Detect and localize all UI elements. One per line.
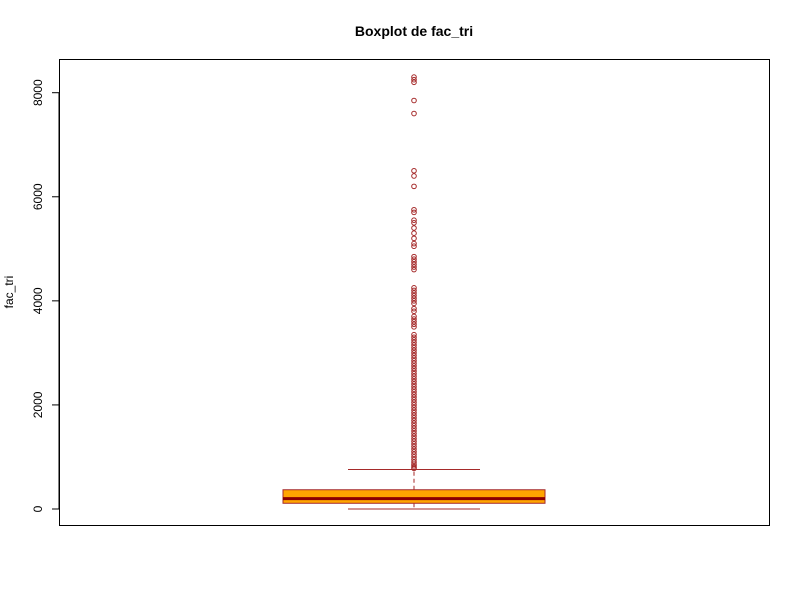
outlier-point <box>411 316 417 322</box>
outlier-point <box>411 240 417 247</box>
outlier-point <box>411 261 417 268</box>
outlier-point <box>411 365 417 372</box>
outlier-point <box>411 456 417 463</box>
outlier-point <box>411 428 417 434</box>
outlier-point <box>411 300 417 307</box>
outlier-point <box>411 459 417 465</box>
outlier-point <box>411 292 417 299</box>
outlier-point <box>411 446 417 452</box>
outlier-point <box>411 378 417 385</box>
outlier-point <box>411 373 417 380</box>
outlier-point <box>411 209 417 216</box>
outlier-point <box>411 206 417 213</box>
outlier-point <box>411 74 417 80</box>
outlier-point <box>411 350 417 356</box>
outlier-point <box>411 412 417 419</box>
outlier-point <box>411 415 417 421</box>
outlier-point <box>411 235 417 242</box>
outlier-point <box>411 396 417 403</box>
outlier-point <box>411 402 417 408</box>
outlier-point <box>411 266 417 273</box>
outlier-point <box>411 430 417 437</box>
outlier-point <box>411 394 417 400</box>
outlier-point <box>411 376 417 382</box>
outlier-points <box>411 74 417 472</box>
outlier-point <box>411 389 417 395</box>
y-tick-label: 6000 <box>31 183 45 210</box>
outlier-point <box>411 347 417 354</box>
outlier-point <box>411 308 417 315</box>
outlier-point <box>411 363 417 369</box>
y-tick-label: 0 <box>31 505 45 512</box>
outlier-point <box>411 321 417 328</box>
outlier-point <box>411 368 417 374</box>
outlier-point <box>411 334 417 341</box>
outlier-point <box>411 183 417 190</box>
chart-title: Boxplot de fac_tri <box>355 23 473 39</box>
y-tick-label: 2000 <box>31 391 45 418</box>
outlier-point <box>411 425 417 432</box>
outlier-point <box>411 441 417 447</box>
outlier-point <box>411 167 417 174</box>
outlier-point <box>411 79 417 86</box>
outlier-point <box>411 219 417 226</box>
outlier-point <box>411 243 417 250</box>
outlier-point <box>411 295 417 302</box>
outlier-point <box>411 399 417 406</box>
outlier-point <box>411 407 417 413</box>
outlier-point <box>411 287 417 294</box>
outlier-point <box>411 324 417 330</box>
outlier-point <box>411 318 417 325</box>
outlier-point <box>411 264 417 270</box>
outlier-point <box>411 298 417 304</box>
outlier-point <box>411 355 417 361</box>
outlier-point <box>411 435 417 442</box>
outlier-point <box>411 381 417 387</box>
outlier-point <box>411 305 417 312</box>
outlier-point <box>411 422 417 429</box>
y-axis-label: fac_tri <box>2 276 16 309</box>
outlier-point <box>411 256 417 263</box>
outlier-point <box>411 391 417 398</box>
iqr-box <box>282 489 546 504</box>
outlier-point <box>411 290 417 296</box>
outlier-point <box>411 331 417 338</box>
outlier-point <box>411 454 417 460</box>
outlier-point <box>411 352 417 359</box>
outlier-point <box>411 357 417 364</box>
outlier-point <box>411 110 417 117</box>
outlier-point <box>411 339 417 346</box>
outlier-point <box>411 417 417 424</box>
outlier-point <box>411 225 417 231</box>
outlier-point <box>411 448 417 455</box>
outlier-point <box>411 443 417 450</box>
outlier-point <box>411 409 417 416</box>
y-tick-label: 8000 <box>31 79 45 106</box>
outlier-point <box>411 337 417 343</box>
outlier-point <box>411 259 417 265</box>
outlier-point <box>411 313 417 320</box>
outlier-point <box>411 386 417 393</box>
outlier-point <box>411 217 417 223</box>
y-axis: 0 2000 4000 6000 8000 <box>31 79 60 512</box>
y-tick-label: 4000 <box>31 287 45 314</box>
outlier-point <box>411 404 417 411</box>
outlier-point <box>411 230 417 237</box>
outlier-point <box>411 344 417 351</box>
outlier-point <box>411 383 417 390</box>
outlier-point <box>411 173 417 179</box>
outlier-point <box>411 342 417 348</box>
outlier-point <box>411 370 417 377</box>
outlier-point <box>411 97 417 104</box>
outlier-point <box>411 253 417 260</box>
outlier-point <box>411 360 417 367</box>
outlier-point <box>411 451 417 458</box>
outlier-point <box>411 438 417 445</box>
outlier-point <box>411 76 417 83</box>
outlier-point <box>411 433 417 439</box>
outlier-point <box>411 285 417 291</box>
outlier-point <box>411 420 417 426</box>
